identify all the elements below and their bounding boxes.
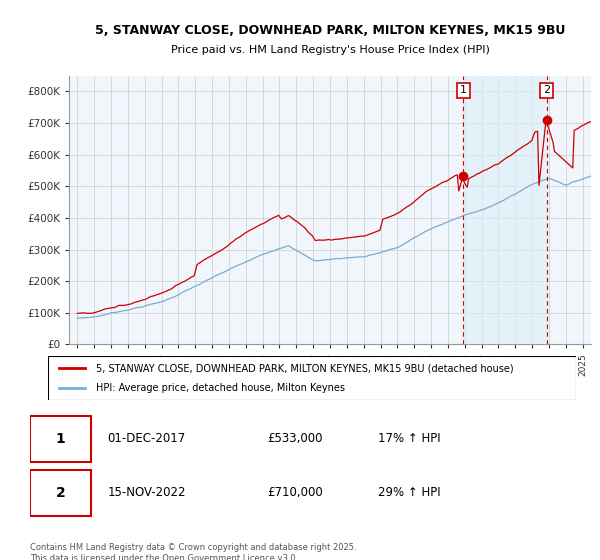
Text: 29% ↑ HPI: 29% ↑ HPI [378, 486, 440, 499]
Text: 01-DEC-2017: 01-DEC-2017 [107, 432, 185, 445]
Text: 2: 2 [55, 486, 65, 500]
Text: £710,000: £710,000 [268, 486, 323, 499]
Text: £533,000: £533,000 [268, 432, 323, 445]
Text: 17% ↑ HPI: 17% ↑ HPI [378, 432, 440, 445]
FancyBboxPatch shape [48, 356, 576, 400]
Text: 5, STANWAY CLOSE, DOWNHEAD PARK, MILTON KEYNES, MK15 9BU (detached house): 5, STANWAY CLOSE, DOWNHEAD PARK, MILTON … [95, 363, 513, 373]
Text: Price paid vs. HM Land Registry's House Price Index (HPI): Price paid vs. HM Land Registry's House … [170, 45, 490, 55]
Text: 5, STANWAY CLOSE, DOWNHEAD PARK, MILTON KEYNES, MK15 9BU: 5, STANWAY CLOSE, DOWNHEAD PARK, MILTON … [95, 24, 565, 38]
Text: 1: 1 [460, 85, 467, 95]
FancyBboxPatch shape [30, 470, 91, 516]
FancyBboxPatch shape [30, 416, 91, 461]
Text: 15-NOV-2022: 15-NOV-2022 [107, 486, 186, 499]
Text: HPI: Average price, detached house, Milton Keynes: HPI: Average price, detached house, Milt… [95, 383, 344, 393]
Bar [463, 76, 547, 344]
Text: 1: 1 [55, 432, 65, 446]
Text: 2: 2 [543, 85, 550, 95]
Text: Contains HM Land Registry data © Crown copyright and database right 2025.
This d: Contains HM Land Registry data © Crown c… [30, 543, 356, 560]
